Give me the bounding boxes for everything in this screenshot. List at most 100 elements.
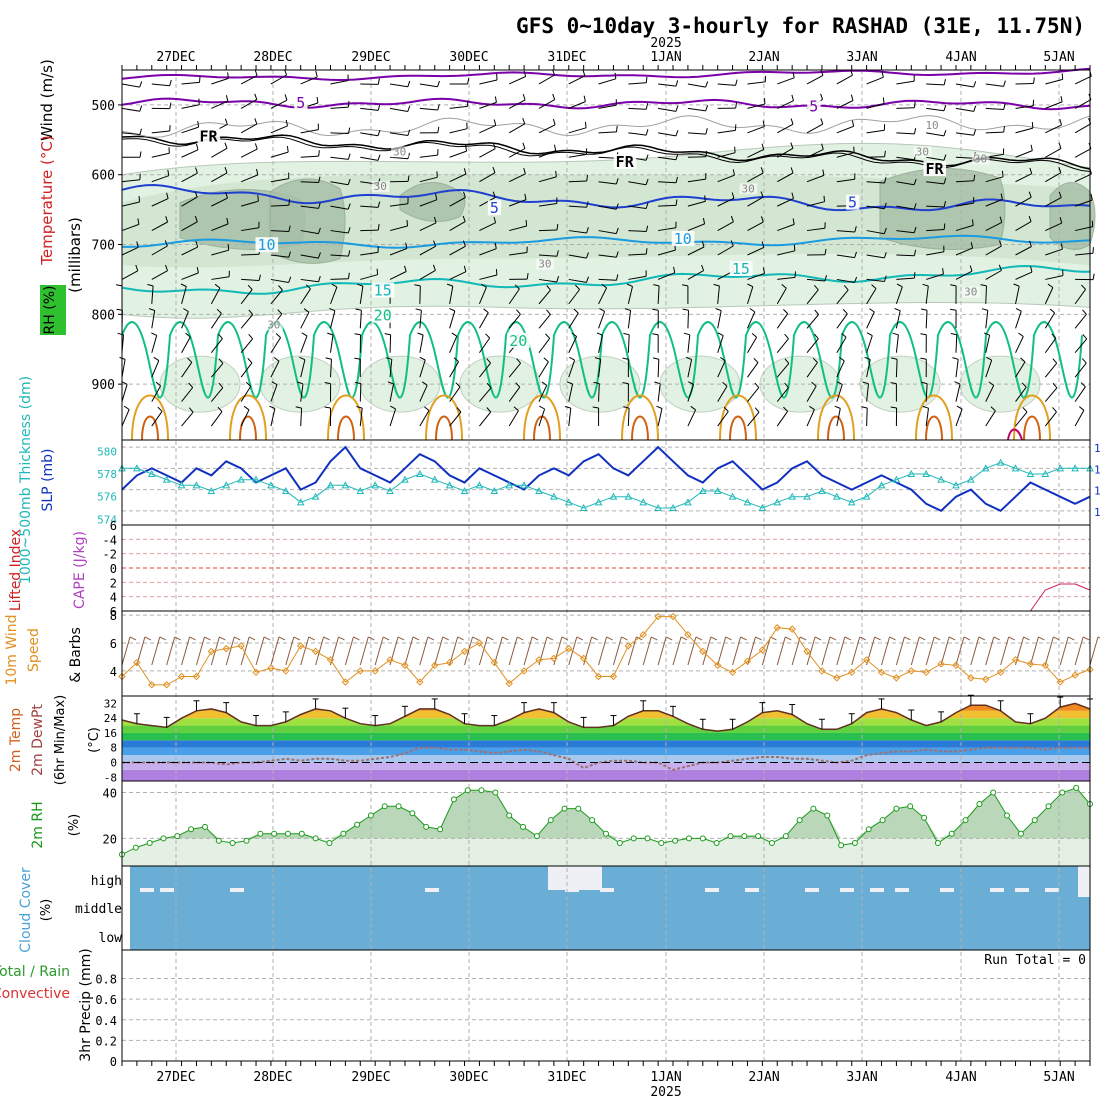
wind-barb-flag xyxy=(523,94,525,100)
wind-barb-flag xyxy=(574,309,578,313)
wind-barb xyxy=(807,75,823,84)
wind10-barb xyxy=(852,637,860,665)
rh2m-point xyxy=(548,818,553,823)
rh2m-point xyxy=(617,841,622,846)
wind10-barb-flag xyxy=(398,637,404,640)
wind-barb xyxy=(271,338,281,353)
date-top-1jan: 1JAN xyxy=(650,50,681,65)
rh2m-point xyxy=(507,813,512,818)
wind-barb-flag xyxy=(982,309,988,311)
wind-barb xyxy=(718,311,722,329)
contour-label: FR xyxy=(199,127,218,145)
wind-barb xyxy=(539,362,548,377)
wind10-barb xyxy=(524,637,532,665)
contour-label: 15 xyxy=(732,260,750,278)
wind-barb-flag xyxy=(325,407,331,408)
wind-barb-flag xyxy=(952,358,958,360)
wind-barb xyxy=(420,310,422,328)
wind-barb-flag xyxy=(676,106,678,112)
wind10-barb-flag xyxy=(830,637,836,640)
wind-barb-flag xyxy=(883,98,884,104)
wind-barb xyxy=(390,335,391,353)
wind-barb-flag xyxy=(1083,310,1087,315)
wind10-barb-flag xyxy=(681,637,687,640)
cloud-clear-dash xyxy=(230,888,244,892)
wind10-barb xyxy=(360,637,368,665)
rh2m-point xyxy=(410,811,415,816)
wind-barb-flag xyxy=(198,121,199,127)
li-tick: 2 xyxy=(110,576,117,590)
wind-barb-flag xyxy=(646,129,648,135)
wind-barb xyxy=(450,336,457,353)
rh2m-point xyxy=(728,834,733,839)
wind10-barb xyxy=(911,637,919,665)
wind-barb xyxy=(956,335,957,353)
thickness-line xyxy=(122,463,1090,508)
wind-barb xyxy=(628,108,646,109)
wind-barb xyxy=(986,310,988,328)
wind-barb xyxy=(301,336,307,353)
rh2m-point xyxy=(368,813,373,818)
wind-barb-flag xyxy=(218,334,222,339)
wind10-barb xyxy=(762,637,770,665)
axis-title-total-rain: Total / Rain xyxy=(0,964,70,980)
wind-barb-flag xyxy=(893,333,899,335)
wind10-barb xyxy=(122,637,130,665)
pressure-tick-800: 800 xyxy=(92,308,115,323)
wind-barb xyxy=(837,75,853,84)
wind10-barb xyxy=(316,637,324,665)
axis-title-temperature: Temperature (°C) xyxy=(38,135,56,265)
wind-barb-flag xyxy=(653,358,659,359)
wind-barb xyxy=(896,335,898,353)
wind-barb-flag xyxy=(258,195,259,201)
wind-barb xyxy=(569,154,587,157)
wind-barb xyxy=(986,132,1004,133)
wind-barb xyxy=(896,255,914,256)
wind-barb xyxy=(211,148,227,157)
wind-barb-flag xyxy=(416,309,422,311)
wind-barb-flag xyxy=(791,119,793,125)
wind10-barb-flag xyxy=(607,637,613,640)
contour-30 xyxy=(632,416,648,440)
rh2m-point xyxy=(189,827,194,832)
wind10-barb-flag xyxy=(547,637,553,640)
wind10-barb-flag xyxy=(130,637,136,640)
rh2m-point xyxy=(133,845,138,850)
wind-barb xyxy=(360,108,378,110)
date-bottom-29dec: 29DEC xyxy=(351,1070,390,1085)
wind-barb-flag xyxy=(544,358,549,362)
wind10-barb-flag xyxy=(785,637,791,640)
cloud-clear-dash xyxy=(870,888,884,892)
wind-barb-flag xyxy=(523,118,525,124)
wind-barb xyxy=(658,133,676,136)
rh2m-point xyxy=(811,806,816,811)
axis-title-2m-dewpt: 2m DewPt xyxy=(30,704,46,776)
wind-barb-flag xyxy=(356,309,362,310)
panel-frame-precip xyxy=(122,950,1090,1061)
temp-tick: 8 xyxy=(110,742,117,755)
wind10-barb xyxy=(196,637,204,665)
temp-band xyxy=(122,703,1090,710)
contour-label: 5 xyxy=(490,199,499,217)
wind10-barb-flag xyxy=(353,637,359,640)
date-bottom-2jan: 2JAN xyxy=(748,1070,779,1085)
rh2m-point xyxy=(576,806,581,811)
wind-barb-flag xyxy=(920,334,926,335)
rh2m-point xyxy=(534,834,539,839)
wind-barb-flag xyxy=(438,81,440,87)
contour-label: FR xyxy=(616,153,635,171)
date-bottom-1jan: 1JAN xyxy=(650,1070,681,1085)
wind-barb-flag xyxy=(736,80,738,86)
wind10-barb xyxy=(1075,637,1083,665)
wind-barb xyxy=(718,84,736,85)
wind-barb xyxy=(330,335,333,353)
temp-tick: 32 xyxy=(104,697,117,710)
wind-barb xyxy=(688,310,689,328)
date-bottom-3jan: 3JAN xyxy=(846,1070,877,1085)
wind-barb-flag xyxy=(553,119,555,125)
date-top-30dec: 30DEC xyxy=(449,50,488,65)
cloud-level-middle: middle xyxy=(75,902,122,917)
wind-barb xyxy=(599,132,617,133)
axis-title-convective: Convective xyxy=(0,986,70,1002)
rh2m-point xyxy=(479,788,484,793)
